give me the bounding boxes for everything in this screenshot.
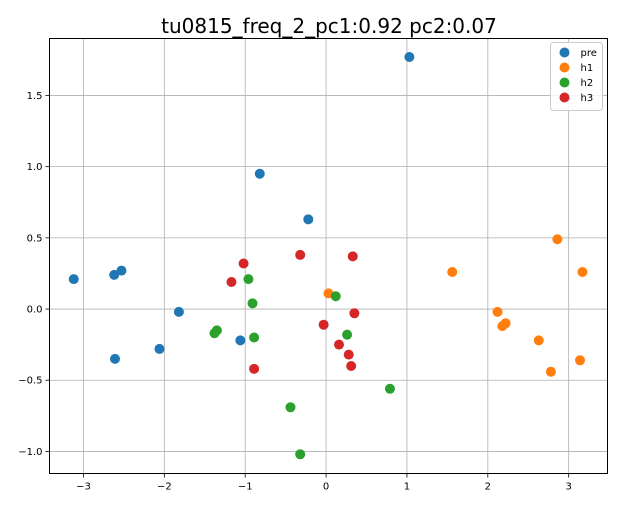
data-point-h1: [492, 306, 503, 317]
data-point-h2: [249, 332, 260, 343]
x-tick-label: −2: [157, 482, 172, 493]
data-point-h2: [285, 402, 296, 413]
legend-marker-pre: [559, 47, 570, 58]
data-point-h3: [249, 363, 260, 374]
data-point-h3: [347, 251, 358, 262]
data-point-pre: [173, 306, 184, 317]
data-point-h2: [243, 274, 254, 285]
plot-frame: [49, 38, 608, 474]
data-point-h1: [447, 267, 458, 278]
legend-label-h2: h2: [581, 78, 594, 89]
x-tick-label: 1: [404, 482, 410, 493]
grid-lines: [49, 38, 608, 474]
y-tick-label: 0.5: [27, 233, 43, 244]
data-point-h3: [318, 319, 329, 330]
data-point-h3: [349, 308, 360, 319]
data-point-pre: [154, 343, 165, 354]
data-point-h2: [295, 449, 306, 460]
data-point-pre: [109, 269, 120, 280]
legend-label-pre: pre: [581, 48, 597, 59]
data-point-pre: [68, 274, 79, 285]
legend-marker-h3: [559, 92, 570, 103]
data-point-h1: [545, 366, 556, 377]
data-point-pre: [110, 353, 121, 364]
series-h2: [209, 274, 395, 460]
data-point-h3: [334, 339, 345, 350]
data-point-pre: [404, 52, 415, 63]
data-points: [68, 52, 588, 460]
data-point-h1: [575, 355, 586, 366]
data-point-h2: [342, 329, 353, 340]
data-point-h3: [295, 249, 306, 260]
data-point-h3: [238, 258, 249, 269]
data-point-h3: [346, 360, 357, 371]
chart-title: tu0815_freq_2_pc1:0.92 pc2:0.07: [161, 14, 497, 38]
data-point-h2: [211, 325, 222, 336]
legend-marker-h2: [559, 77, 570, 88]
data-point-pre: [254, 168, 265, 179]
data-point-pre: [116, 265, 127, 276]
y-tick-label: 1.0: [27, 162, 43, 173]
data-point-h1: [533, 335, 544, 346]
x-tick-label: −1: [238, 482, 253, 493]
x-tick-label: 0: [323, 482, 329, 493]
data-point-h3: [343, 349, 354, 360]
data-point-h2: [330, 291, 341, 302]
data-point-pre: [303, 214, 314, 225]
legend-marker-h1: [559, 62, 570, 73]
legend-label-h1: h1: [581, 63, 594, 74]
data-point-h1: [577, 267, 588, 278]
y-tick-label: 1.5: [27, 91, 43, 102]
data-point-h1: [500, 318, 511, 329]
x-tick-label: 3: [565, 482, 571, 493]
data-point-pre: [235, 335, 246, 346]
x-tick-label: 2: [485, 482, 491, 493]
y-tick-label: 0.0: [27, 305, 43, 316]
series-pre: [68, 52, 415, 364]
x-tick-label: −3: [76, 482, 91, 493]
y-tick-label: −0.5: [18, 376, 42, 387]
axis-ticks: −3 −2 −1 0 1 2 3 −1.0 −0.5 0.0 0.5 1.0 1.5: [18, 91, 572, 493]
legend-label-h3: h3: [581, 93, 594, 104]
data-point-h1: [552, 234, 563, 245]
data-point-h2: [247, 298, 258, 309]
data-point-h3: [226, 276, 237, 287]
y-tick-label: −1.0: [18, 447, 42, 458]
data-point-h2: [384, 383, 395, 394]
series-h1: [323, 234, 588, 377]
series-h3: [226, 249, 360, 374]
legend: pre h1 h2 h3: [550, 42, 603, 111]
